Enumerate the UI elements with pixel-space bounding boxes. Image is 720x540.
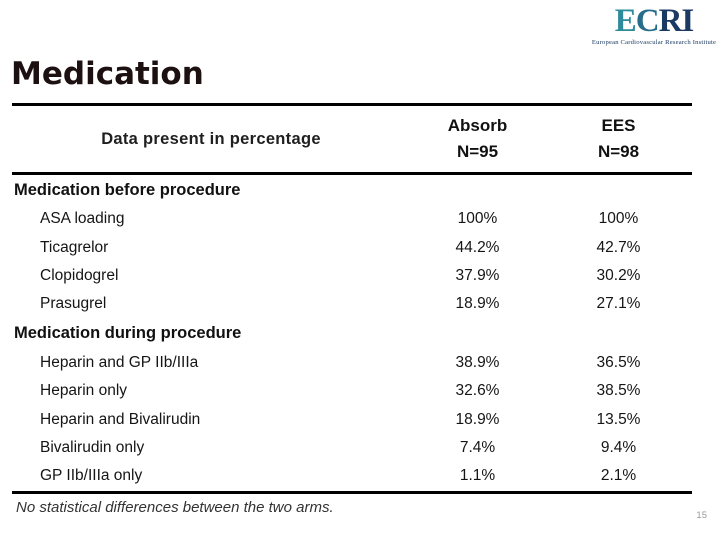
cell-ees: 42.7% xyxy=(596,238,641,256)
cell-ees: 27.1% xyxy=(596,295,641,313)
page-number: 15 xyxy=(696,510,707,521)
table-row: Bivalirudin only 7.4% 9.4% xyxy=(12,434,692,462)
cell-ees: 2.1% xyxy=(600,467,637,485)
cell-ees: 36.5% xyxy=(596,353,641,371)
cell-ees: 100% xyxy=(598,210,639,228)
row-label: Heparin only xyxy=(40,382,128,400)
row-label: ASA loading xyxy=(40,210,125,228)
row-label: Bivalirudin only xyxy=(40,438,145,456)
column-header-ees-name: EES xyxy=(601,116,636,135)
column-header-ees: EES N=98 xyxy=(545,106,692,172)
row-label: Clopidogrel xyxy=(40,266,119,284)
cell-absorb: 38.9% xyxy=(455,353,500,371)
table-row: Clopidogrel 37.9% 30.2% xyxy=(12,262,692,290)
cell-ees: 9.4% xyxy=(600,438,637,456)
logo-letter-e: E xyxy=(614,3,637,39)
cell-absorb: 18.9% xyxy=(455,295,500,313)
cell-absorb: 44.2% xyxy=(455,238,500,256)
column-header-ees-n: N=98 xyxy=(597,142,640,161)
ecri-logo: ECRI European Cardiovascular Research In… xyxy=(591,4,717,46)
column-header-absorb-name: Absorb xyxy=(447,116,508,135)
table-header-label: Data present in percentage xyxy=(101,129,321,148)
footer-note: No statistical differences between the t… xyxy=(16,499,334,516)
cell-absorb: 37.9% xyxy=(455,266,500,284)
cell-ees: 13.5% xyxy=(596,410,641,428)
ecri-logo-subtitle: European Cardiovascular Research Institu… xyxy=(591,39,717,46)
table-header-row: Data present in percentage Absorb N=95 E… xyxy=(12,106,692,175)
section-header-before-procedure: Medication before procedure xyxy=(14,180,241,199)
table-row: GP IIb/IIIa only 1.1% 2.1% xyxy=(12,462,692,490)
cell-absorb: 7.4% xyxy=(459,438,496,456)
cell-absorb: 32.6% xyxy=(455,382,500,400)
logo-letter-c: C xyxy=(635,3,660,39)
ecri-logo-text: ECRI xyxy=(591,4,717,38)
medication-table: Data present in percentage Absorb N=95 E… xyxy=(12,103,692,494)
cell-absorb: 100% xyxy=(457,210,498,228)
cell-absorb: 18.9% xyxy=(455,410,500,428)
cell-ees: 38.5% xyxy=(596,382,641,400)
cell-ees: 30.2% xyxy=(596,266,641,284)
table-row: ASA loading 100% 100% xyxy=(12,205,692,233)
row-label: GP IIb/IIIa only xyxy=(40,467,143,485)
table-row: Prasugrel 18.9% 27.1% xyxy=(12,290,692,318)
cell-absorb: 1.1% xyxy=(459,467,496,485)
table-row: Heparin and GP IIb/IIIa 38.9% 36.5% xyxy=(12,349,692,377)
section-header-during-procedure: Medication during procedure xyxy=(14,324,242,343)
table-row: Heparin and Bivalirudin 18.9% 13.5% xyxy=(12,405,692,433)
logo-letters-ri: RI xyxy=(658,3,695,39)
row-label: Ticagrelor xyxy=(40,238,109,256)
table-row: Ticagrelor 44.2% 42.7% xyxy=(12,233,692,261)
page-title: Medication xyxy=(11,56,204,92)
column-header-absorb-n: N=95 xyxy=(456,142,499,161)
column-header-absorb: Absorb N=95 xyxy=(410,106,545,172)
row-label: Heparin and GP IIb/IIIa xyxy=(40,353,199,371)
row-label: Heparin and Bivalirudin xyxy=(40,410,201,428)
table-row: Heparin only 32.6% 38.5% xyxy=(12,377,692,405)
row-label: Prasugrel xyxy=(40,295,107,313)
